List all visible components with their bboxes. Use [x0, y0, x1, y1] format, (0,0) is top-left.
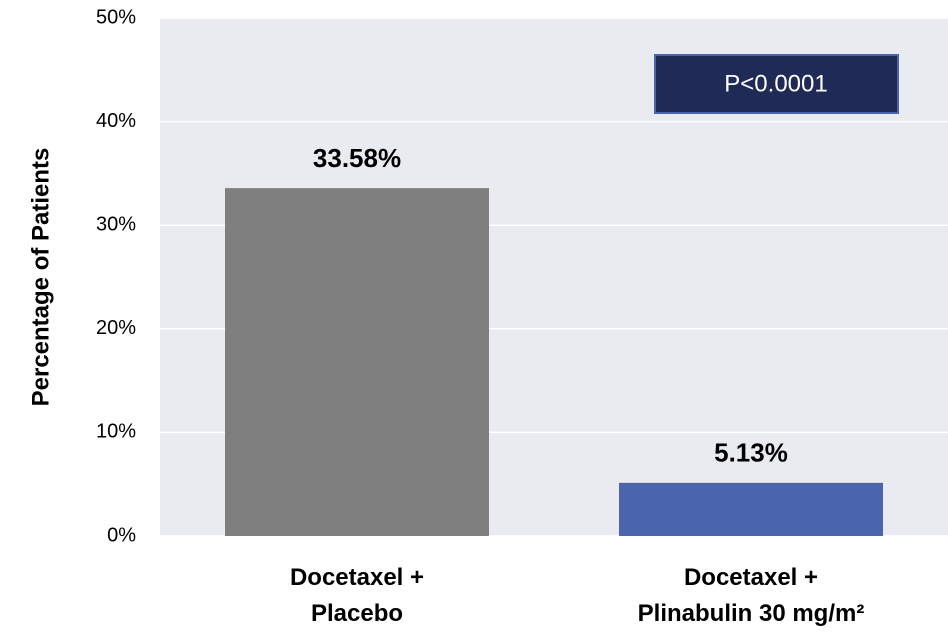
y-tick-label: 0% — [107, 524, 136, 546]
value-label: 33.58% — [313, 143, 401, 173]
y-tick-label: 40% — [96, 110, 136, 132]
annotation-box — [654, 54, 899, 114]
bar — [619, 482, 883, 536]
y-tick-label: 50% — [96, 6, 136, 28]
value-label: 5.13% — [714, 438, 788, 468]
x-tick-label: Docetaxel + Plinabulin 30 mg/m² — [637, 564, 865, 627]
x-tick-label: Docetaxel + Placebo — [289, 564, 425, 627]
y-tick-label: 30% — [96, 213, 136, 235]
y-tick-label: 10% — [96, 421, 136, 443]
bar — [225, 188, 489, 536]
annotation: P<0.0001 — [724, 70, 827, 97]
y-tick-label: 20% — [96, 317, 136, 339]
y-axis-title: Percentage of Patients — [27, 148, 54, 407]
